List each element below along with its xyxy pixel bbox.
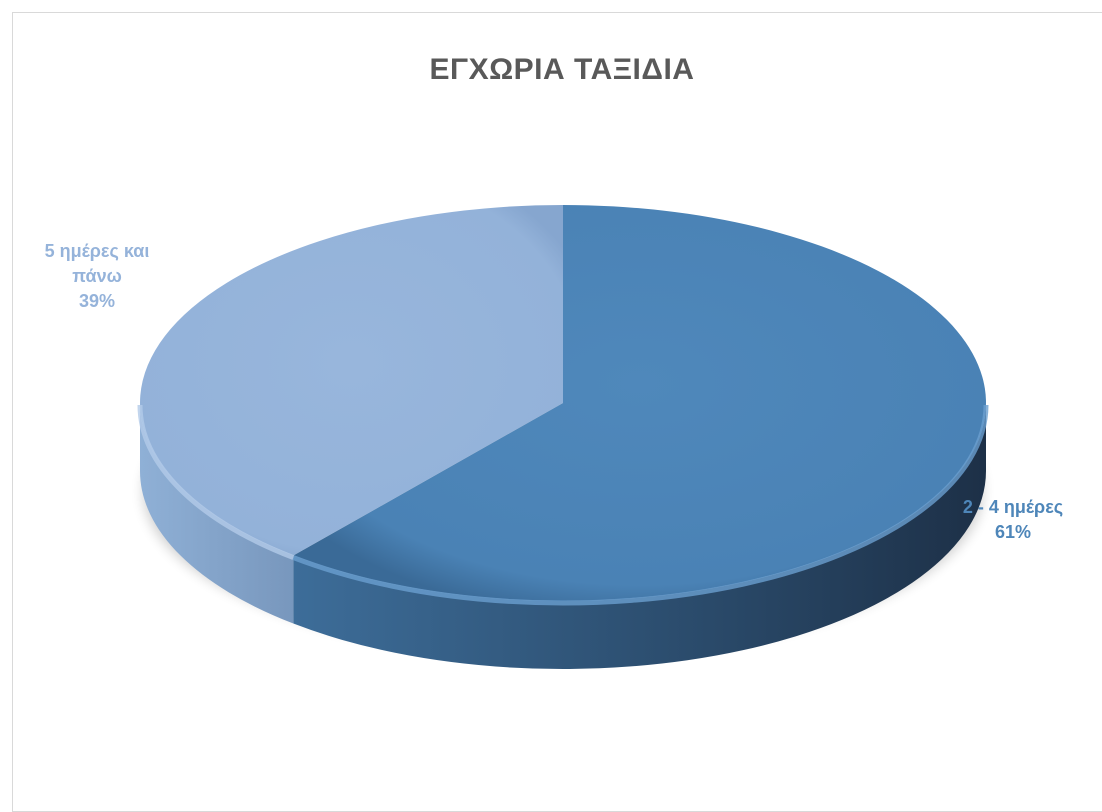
pie-slice [140, 205, 563, 556]
pie-sides [140, 403, 987, 669]
data-label-category: 5 ημέρες και [45, 241, 150, 261]
pie-rim-highlight [292, 404, 989, 606]
data-label: 2 - 4 ημέρες 61% [963, 497, 1063, 542]
pie-side-dark [293, 403, 987, 669]
data-labels: 2 - 4 ημέρες 61% 5 ημέρες και πάνω 39% [45, 241, 1063, 542]
pie-side-light [140, 403, 294, 624]
chart-area: ΕΓΧΩΡΙΑ ΤΑΞΙΔΙΑ [12, 12, 1102, 812]
data-label-percent: 39% [79, 291, 115, 311]
chart-title: ΕΓΧΩΡΙΑ ΤΑΞΙΔΙΑ [429, 53, 695, 86]
pie-chart: 2 - 4 ημέρες 61% 5 ημέρες και πάνω 39% [45, 205, 1063, 669]
data-label: 5 ημέρες και πάνω 39% [45, 241, 150, 311]
pie-tops [137, 205, 989, 606]
data-label-category: 2 - 4 ημέρες [963, 497, 1063, 517]
pie-slice [293, 205, 987, 602]
data-label-category: πάνω [72, 266, 122, 286]
data-label-percent: 61% [995, 522, 1031, 542]
pie-rim-highlight [137, 404, 295, 560]
